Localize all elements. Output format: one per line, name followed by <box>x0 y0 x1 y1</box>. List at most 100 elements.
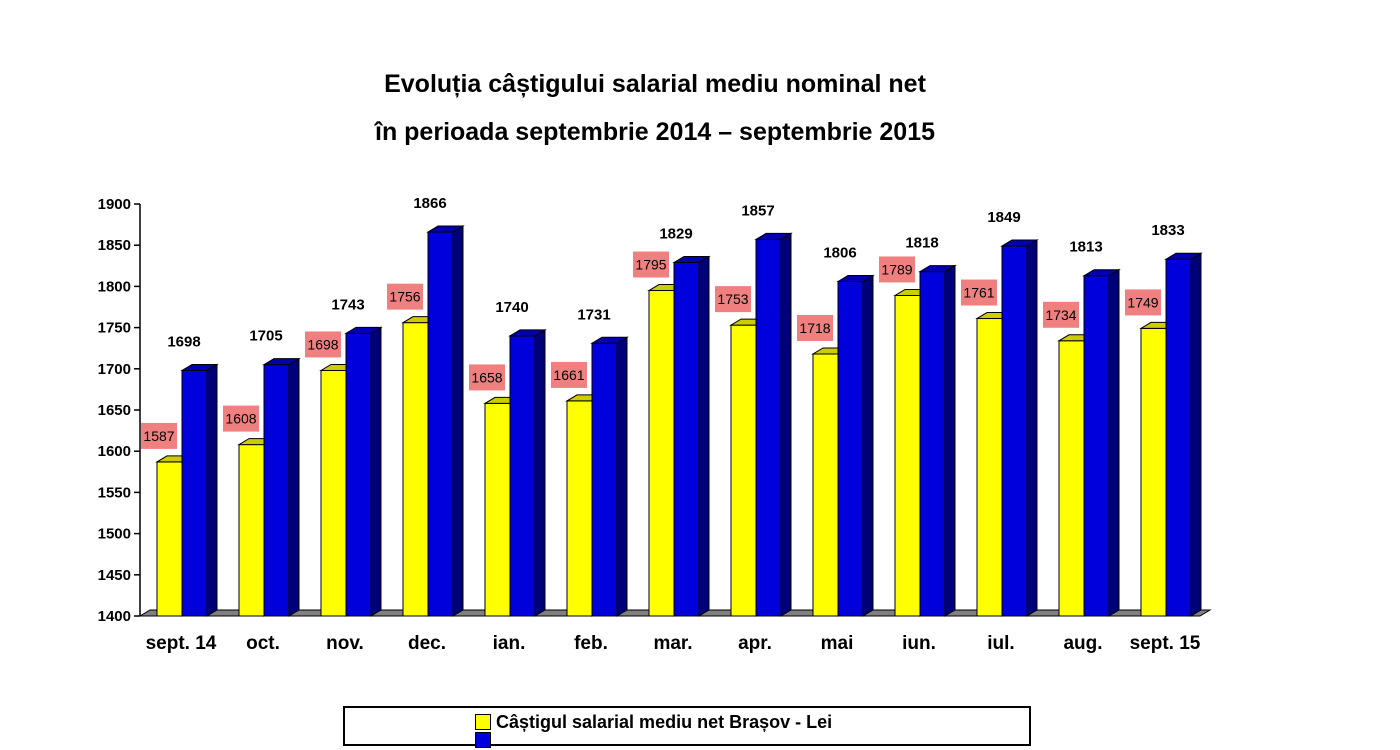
x-tick-label: nov. <box>326 633 364 654</box>
data-label-series1: 1658 <box>471 369 502 385</box>
bar-series2-front <box>345 332 372 617</box>
data-label-box-series1 <box>551 361 587 388</box>
bar-series2-side <box>370 326 382 617</box>
bar-series2-top <box>836 274 875 282</box>
data-label-series2: 1743 <box>331 296 364 313</box>
bar-series2-front <box>1001 245 1028 617</box>
bar-series1-front <box>894 294 921 617</box>
bar-series2-front <box>919 271 946 617</box>
y-tick-label: 1550 <box>98 484 131 501</box>
data-label-series2: 1833 <box>1151 222 1184 239</box>
data-label-box-series1 <box>961 279 997 306</box>
bar-series2-top <box>508 329 547 337</box>
bar-series2-top <box>344 326 383 334</box>
data-label-box-series1 <box>305 331 341 358</box>
bar-series1-front <box>320 369 347 617</box>
bar-series2-front <box>427 231 454 617</box>
bar-series1-front <box>156 461 183 617</box>
bar-series1-front <box>648 290 675 617</box>
chart-title-line2: în perioada septembrie 2014 – septembrie… <box>375 118 935 146</box>
bar-series2-side <box>616 336 628 617</box>
bar-series2-front <box>673 262 700 617</box>
legend-item-series1: Câștigul salarial mediu net Brașov - Lei <box>475 712 832 732</box>
y-tick-label: 1750 <box>98 320 131 337</box>
x-tick-label: iul. <box>987 633 1014 654</box>
bar-series2-top <box>1164 252 1203 260</box>
bar-series2-side <box>698 255 710 617</box>
bar-series2-front <box>181 369 208 617</box>
bar-series2-side <box>1190 252 1202 617</box>
x-tick-label: mar. <box>653 633 692 654</box>
data-label-box-series1 <box>223 405 259 432</box>
bar-series2-side <box>452 225 464 617</box>
data-label-box-series1 <box>797 314 833 341</box>
bar-series2-top <box>262 358 301 366</box>
data-label-series2: 1813 <box>1069 239 1102 256</box>
bar-series1-front <box>566 400 593 617</box>
data-label-box-series1 <box>387 283 423 310</box>
y-tick-label: 1800 <box>98 278 131 295</box>
x-tick-label: iun. <box>902 633 936 654</box>
bar-series2-side <box>534 328 546 617</box>
data-label-box-series1 <box>469 364 505 391</box>
y-tick-label: 1450 <box>98 567 131 584</box>
bar-series2-front <box>591 342 618 617</box>
y-tick-label: 1600 <box>98 443 131 460</box>
data-label-box-series1 <box>141 422 177 449</box>
chart-title-line1: Evoluția câștigului salarial mediu nomin… <box>384 70 926 98</box>
data-label-series2: 1705 <box>249 328 282 345</box>
data-label-series2: 1849 <box>987 209 1020 226</box>
bar-series1-front <box>976 318 1003 617</box>
bar-series1-front <box>402 322 429 617</box>
bar-series2-top <box>1082 269 1121 277</box>
x-tick-label: mai <box>821 633 854 654</box>
data-label-series1: 1761 <box>963 285 994 301</box>
bar-series2-side <box>862 274 874 617</box>
bar-series2-top <box>1000 239 1039 247</box>
bar-series2-top <box>754 232 793 240</box>
y-tick-label: 1850 <box>98 237 131 254</box>
data-label-series1: 1587 <box>143 428 174 444</box>
bar-series2-side <box>1108 268 1120 617</box>
bar-chart: 1400 1450 1500 1550 1600 1650 1700 1750 1800 1850… <box>98 195 1212 654</box>
data-label-series1: 1661 <box>553 367 584 383</box>
bar-series1-front <box>238 444 265 617</box>
bar-series1-front <box>484 402 511 617</box>
y-tick-label: 1400 <box>98 608 131 625</box>
x-tick-label: apr. <box>738 633 772 654</box>
data-label-series1: 1749 <box>1127 294 1158 310</box>
data-label-series2: 1698 <box>167 333 200 350</box>
data-label-box-series1 <box>879 256 915 283</box>
bar-series2-top <box>180 363 219 371</box>
bar-series2-top <box>672 256 711 264</box>
bar-series2-front <box>1165 258 1192 617</box>
bar-series2-side <box>1026 239 1038 617</box>
data-label-box-series1 <box>633 251 669 278</box>
data-label-box-series1 <box>1125 289 1161 316</box>
data-label-series2: 1829 <box>659 226 692 243</box>
data-label-series2: 1740 <box>495 299 528 316</box>
y-tick-label: 1650 <box>98 402 131 419</box>
data-label-series1: 1698 <box>307 336 338 352</box>
x-tick-label: feb. <box>574 633 608 654</box>
x-tick-label: sept. 14 <box>146 633 217 654</box>
bar-series2-side <box>288 357 300 617</box>
data-label-series1: 1753 <box>717 291 748 307</box>
legend-label-series1: Câștigul salarial mediu net Brașov - Lei <box>496 711 833 732</box>
data-label-series1: 1734 <box>1045 307 1076 323</box>
data-label-series2: 1857 <box>741 202 774 219</box>
y-tick-label: 1900 <box>98 196 131 213</box>
x-tick-label: aug. <box>1063 633 1102 654</box>
data-label-series1: 1608 <box>225 411 256 427</box>
bar-series2-side <box>944 264 956 617</box>
legend-swatch-series2 <box>475 732 491 748</box>
bar-series2-front <box>837 280 864 617</box>
bar-series1-front <box>1140 327 1167 617</box>
legend-item-series2 <box>475 730 496 750</box>
data-label-series1: 1795 <box>635 257 666 273</box>
data-label-series1: 1789 <box>881 261 912 277</box>
bar-series2-side <box>206 363 218 617</box>
x-tick-label: dec. <box>408 633 446 654</box>
chart-legend: Câștigul salarial mediu net Brașov - Lei <box>343 706 1031 748</box>
data-label-box-series1 <box>1043 301 1079 328</box>
